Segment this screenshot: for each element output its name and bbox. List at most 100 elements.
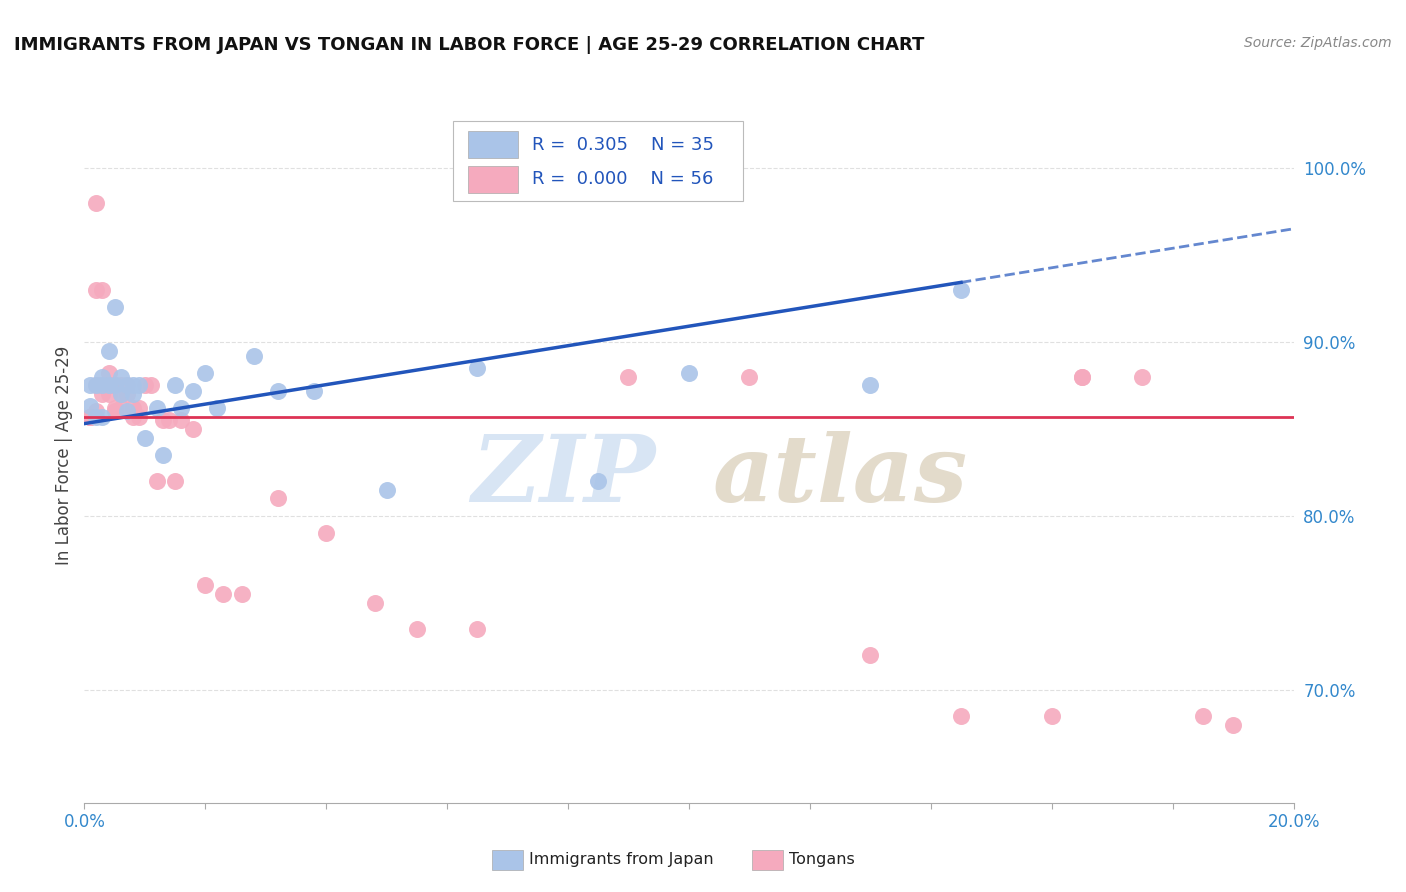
Point — [678, 366, 700, 380]
Point — [1222, 717, 1244, 731]
Point — [467, 360, 489, 375]
Text: Source: ZipAtlas.com: Source: ZipAtlas.com — [1244, 36, 1392, 50]
Point — [121, 378, 143, 392]
Point — [134, 431, 156, 445]
Point — [104, 404, 127, 418]
Point — [146, 401, 169, 415]
Point — [128, 409, 150, 424]
Point — [86, 195, 108, 210]
Point — [467, 622, 489, 636]
Point — [110, 401, 132, 415]
Point — [1130, 369, 1153, 384]
Point — [91, 378, 114, 392]
Point — [121, 401, 143, 415]
Point — [97, 378, 120, 392]
Point — [97, 387, 120, 401]
Point — [91, 283, 114, 297]
Point — [121, 387, 143, 401]
Point — [97, 366, 120, 380]
Point — [110, 387, 132, 401]
Point — [128, 401, 150, 415]
Point — [859, 378, 882, 392]
Text: R =  0.305    N = 35: R = 0.305 N = 35 — [531, 136, 714, 153]
Point — [207, 401, 229, 415]
Point — [91, 387, 114, 401]
Point — [738, 369, 761, 384]
Point — [375, 483, 398, 497]
Text: atlas: atlas — [713, 431, 969, 521]
Point — [212, 587, 235, 601]
Point — [1192, 708, 1215, 723]
Point — [267, 384, 290, 398]
Text: Immigrants from Japan: Immigrants from Japan — [529, 853, 713, 867]
Point — [104, 378, 127, 392]
Point — [181, 384, 204, 398]
Point — [79, 399, 101, 413]
Point — [115, 378, 138, 392]
Point — [146, 474, 169, 488]
Point — [152, 448, 174, 462]
Point — [110, 378, 132, 392]
Point — [91, 378, 114, 392]
Y-axis label: In Labor Force | Age 25-29: In Labor Force | Age 25-29 — [55, 345, 73, 565]
Point — [115, 387, 138, 401]
Point — [86, 378, 108, 392]
Text: R =  0.000    N = 56: R = 0.000 N = 56 — [531, 170, 713, 188]
Point — [104, 378, 127, 392]
Point — [267, 491, 290, 506]
Point — [242, 349, 264, 363]
Point — [859, 648, 882, 662]
Point — [91, 378, 114, 392]
Point — [588, 474, 610, 488]
Point — [91, 369, 114, 384]
Point — [86, 409, 108, 424]
Point — [1040, 708, 1063, 723]
Point — [315, 526, 337, 541]
Point — [104, 401, 127, 415]
Point — [231, 587, 253, 601]
Point — [152, 413, 174, 427]
Point — [79, 378, 101, 392]
Point — [617, 369, 640, 384]
Point — [165, 378, 187, 392]
Point — [128, 378, 150, 392]
Point — [181, 422, 204, 436]
Point — [170, 413, 193, 427]
Point — [406, 622, 429, 636]
Point — [194, 366, 217, 380]
Point — [165, 474, 187, 488]
Point — [86, 283, 108, 297]
FancyBboxPatch shape — [468, 131, 519, 158]
Point — [79, 409, 101, 424]
Point — [157, 413, 180, 427]
Point — [950, 708, 973, 723]
Point — [97, 343, 120, 358]
Point — [1071, 369, 1094, 384]
Point — [91, 409, 114, 424]
Point — [115, 404, 138, 418]
Point — [170, 401, 193, 415]
Text: IMMIGRANTS FROM JAPAN VS TONGAN IN LABOR FORCE | AGE 25-29 CORRELATION CHART: IMMIGRANTS FROM JAPAN VS TONGAN IN LABOR… — [14, 36, 924, 54]
Point — [302, 384, 325, 398]
Point — [91, 378, 114, 392]
Point — [86, 378, 108, 392]
Point — [86, 404, 108, 418]
Point — [1071, 369, 1094, 384]
Point — [134, 378, 156, 392]
Point — [363, 596, 385, 610]
Point — [115, 378, 138, 392]
Point — [950, 283, 973, 297]
Point — [139, 378, 162, 392]
Point — [121, 409, 143, 424]
Text: Tongans: Tongans — [789, 853, 855, 867]
Point — [79, 409, 101, 424]
FancyBboxPatch shape — [468, 166, 519, 193]
Point — [79, 409, 101, 424]
Text: ZIP: ZIP — [471, 431, 655, 521]
Point — [110, 369, 132, 384]
Point — [79, 409, 101, 424]
Point — [97, 378, 120, 392]
Point — [104, 300, 127, 314]
Point — [110, 387, 132, 401]
FancyBboxPatch shape — [453, 121, 744, 201]
